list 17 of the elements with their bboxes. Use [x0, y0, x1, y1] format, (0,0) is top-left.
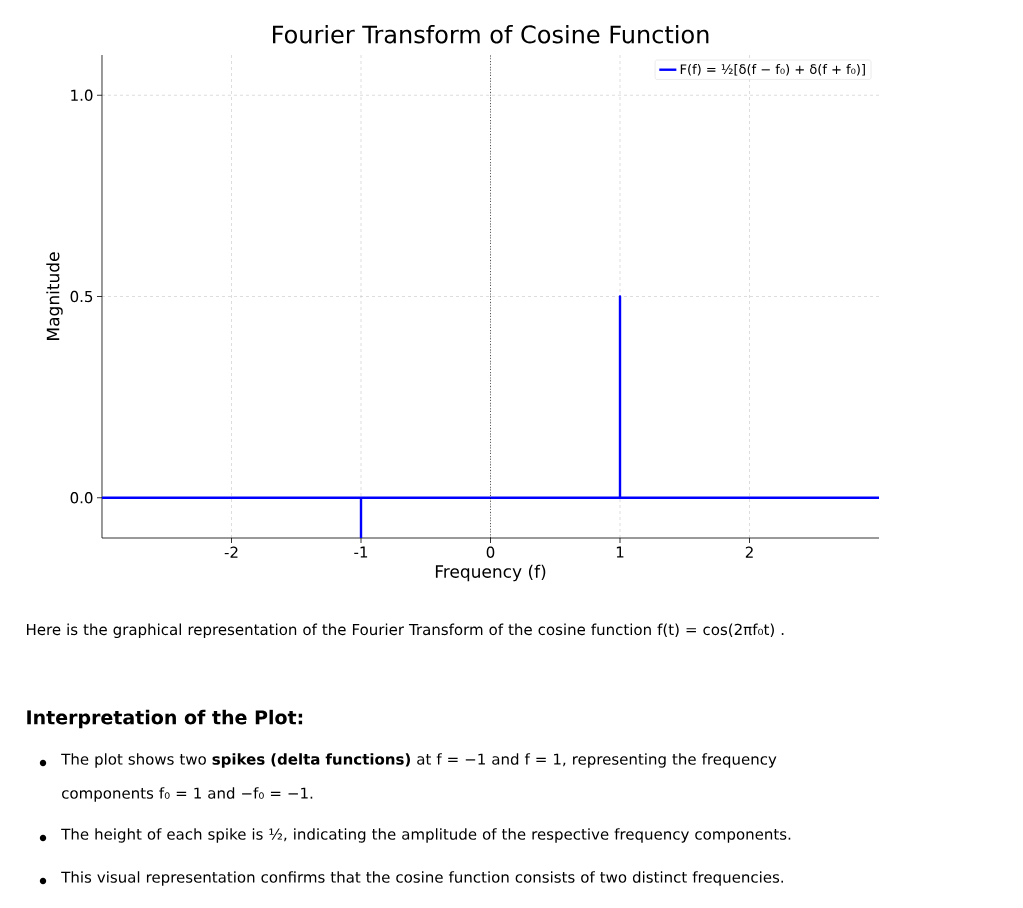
x-tick-label: 1 — [616, 546, 624, 558]
y-tick-label: 0.0 — [70, 492, 93, 504]
legend-label: F(f) = ½[δ(f − f₀) + δ(f + f₀)] — [680, 64, 865, 76]
text: The height of each spike is ½, indicating the amplitude of the respective frequency components. — [61, 828, 791, 843]
chart-title: Fourier Transform of Cosine Function — [273, 24, 709, 44]
x-axis-title: Frequency (f) — [435, 564, 546, 582]
x-tick-label: 2 — [745, 546, 753, 558]
y-axis-title: Magnitude — [46, 252, 63, 340]
y-tick-label: 1.0 — [71, 89, 93, 101]
y-tick-label: 0.5 — [70, 290, 93, 303]
text: The plot shows two spikes (delta functions) at f = −1 and f = 1, representing the frequency components f₀ = 1 and −f₀ = −1. — [61, 753, 777, 802]
x-tick-label: 0 — [486, 546, 495, 558]
text: Here is the graphical representation of the Fourier Transform of the cosine function f(t) = cos(2πf₀t) . — [27, 623, 784, 639]
text: Interpretation of the Plot: — [27, 709, 303, 729]
x-tick-label: -1 — [354, 546, 368, 558]
x-tick-label: -2 — [224, 546, 238, 558]
text: This visual representation confirms that the cosine function consists of two distinct frequencies. — [61, 871, 783, 886]
